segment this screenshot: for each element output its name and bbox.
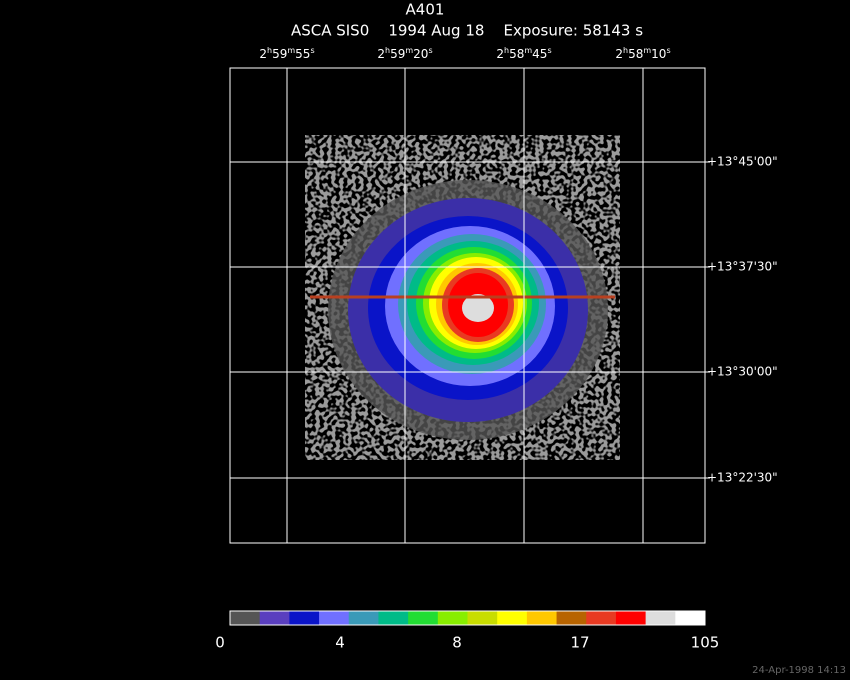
ra-label-part: h [385, 46, 390, 55]
colorbar-label: 105 [691, 634, 720, 652]
ra-label: 2h58m45s [496, 46, 551, 61]
colorbar-swatch [289, 611, 320, 625]
colorbar-swatch [645, 611, 676, 625]
ra-label-part: m [643, 46, 651, 55]
colorbar-swatch [259, 611, 290, 625]
frame [229, 67, 706, 544]
ra-label-part: 20 [413, 47, 428, 61]
dec-label: +13°37'30" [707, 260, 778, 274]
colorbar-label: 8 [452, 634, 462, 652]
xray-image [305, 135, 620, 460]
colorbar-swatch [675, 611, 706, 625]
colorbar-label: 0 [215, 634, 225, 652]
ra-label-part: s [666, 46, 670, 55]
colorbar-swatch [378, 611, 409, 625]
dec-label: +13°45'00" [707, 155, 778, 169]
colorbar-frame [229, 610, 706, 626]
ra-label-part: 59 [390, 47, 405, 61]
ra-label-part: 45 [532, 47, 547, 61]
ra-label-part: 2 [615, 47, 623, 61]
colorbar-swatch [615, 611, 647, 625]
colorbar-label: 17 [570, 634, 589, 652]
ra-label-part: h [267, 46, 272, 55]
ra-label-part: 55 [295, 47, 310, 61]
ra-label-part: 58 [628, 47, 643, 61]
colorbar-swatch [319, 611, 350, 625]
ra-label-part: m [287, 46, 295, 55]
colorbar-swatch [348, 611, 379, 625]
dec-label: +13°22'30" [707, 471, 778, 485]
colorbar-label: 4 [335, 634, 345, 652]
timestamp: 24-Apr-1998 14:13 [752, 665, 846, 676]
ra-label-part: 2 [259, 47, 267, 61]
colorbar-swatch [526, 611, 558, 625]
colorbar-swatch [230, 611, 261, 625]
ra-label-part: s [547, 46, 551, 55]
ra-label-part: m [524, 46, 532, 55]
ra-label-part: 2 [496, 47, 504, 61]
ra-label-part: 10 [651, 47, 666, 61]
colorbar-swatch [437, 611, 468, 625]
ra-label-part: h [504, 46, 509, 55]
colorbar-swatch [408, 611, 439, 625]
dec-label: +13°30'00" [707, 365, 778, 379]
ra-label-part: s [428, 46, 432, 55]
colorbar-swatch [497, 611, 528, 625]
core [462, 294, 494, 322]
colorbar-swatch [586, 611, 617, 625]
ra-label: 2h59m20s [377, 46, 432, 61]
ra-label: 2h59m55s [259, 46, 314, 61]
coordinate-grid [229, 67, 706, 544]
colorbar-swatch [556, 611, 587, 625]
subtitle: ASCA SIS0 1994 Aug 18 Exposure: 58143 s [291, 22, 643, 40]
title: A401 [406, 1, 445, 19]
ra-label-part: 59 [272, 47, 287, 61]
ra-label: 2h58m10s [615, 46, 670, 61]
ra-label-part: h [623, 46, 628, 55]
ra-label-part: m [405, 46, 413, 55]
ra-label-part: 2 [377, 47, 385, 61]
ra-label-part: 58 [509, 47, 524, 61]
ra-label-part: s [310, 46, 314, 55]
colorbar-swatch [467, 611, 498, 625]
